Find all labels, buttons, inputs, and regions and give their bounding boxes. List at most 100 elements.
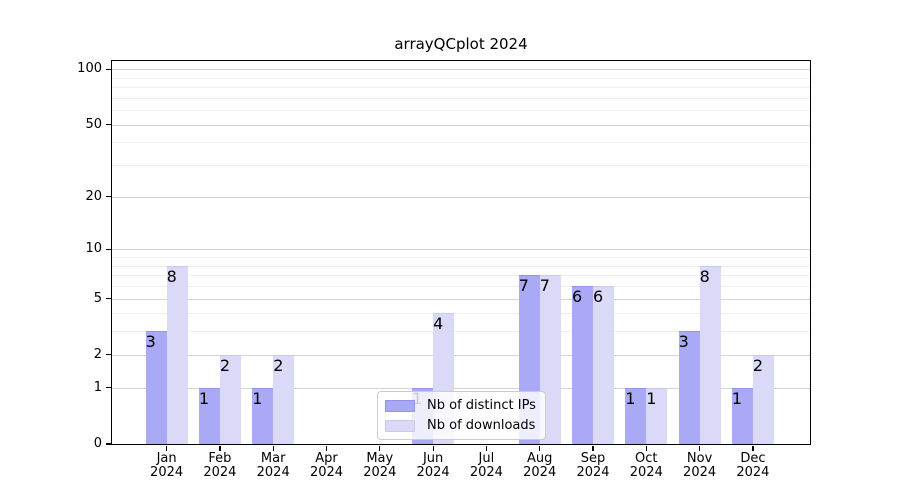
gridline-major	[112, 69, 810, 71]
y-tick-label: 50	[85, 116, 102, 132]
x-tick-year: 2024	[469, 464, 503, 480]
y-tick-label: 2	[93, 346, 102, 362]
x-tick-month: Jun	[422, 451, 444, 466]
legend-item: Nb of distinct IPs	[385, 398, 537, 413]
gridline-minor	[112, 97, 810, 99]
gridline-minor	[112, 165, 810, 167]
y-tick-mark	[106, 248, 111, 250]
x-tick-label: Nov 2024	[673, 452, 727, 479]
bar-distinct-ips: 3	[145, 331, 167, 444]
gridline-major	[112, 196, 810, 198]
legend-label: Nb of downloads	[427, 418, 536, 433]
x-tick-mark	[379, 445, 381, 451]
gridline-minor	[112, 257, 810, 258]
gridline-minor	[112, 313, 810, 315]
x-tick-mark	[752, 445, 754, 451]
x-tick-mark	[592, 445, 594, 451]
bar-downloads: 8	[699, 265, 721, 444]
x-tick-month: Oct	[635, 451, 658, 466]
grid-layer	[112, 61, 810, 444]
x-tick-mark	[645, 445, 647, 451]
bar-distinct-ips: 1	[625, 387, 647, 444]
bar-downloads: 8	[166, 265, 188, 444]
y-tick-label: 100	[77, 61, 102, 77]
y-tick-mark	[106, 196, 111, 198]
x-tick-month: Aug	[526, 451, 553, 466]
x-tick-year: 2024	[523, 464, 557, 480]
x-tick-month: Jan	[156, 451, 177, 466]
x-tick-mark	[539, 445, 541, 451]
x-tick-label: Aug 2024	[513, 452, 567, 479]
x-tick-mark	[272, 445, 274, 451]
x-tick-month: Jul	[478, 451, 495, 466]
x-tick-mark	[166, 445, 168, 451]
x-tick-year: 2024	[683, 464, 717, 480]
x-tick-year: 2024	[203, 464, 237, 480]
y-tick-label: 10	[85, 241, 102, 257]
bar-distinct-ips: 1	[252, 387, 274, 444]
gridline-minor	[112, 265, 810, 267]
gridline-major	[112, 298, 810, 300]
plot-area: 311176131822476182	[111, 60, 811, 445]
gridline-minor	[112, 331, 810, 333]
x-tick-month: Apr	[315, 451, 338, 466]
x-tick-label: Sep 2024	[566, 452, 620, 479]
y-tick-label: 0	[93, 436, 102, 451]
x-tick-label: Feb 2024	[193, 452, 247, 479]
legend-swatch-downloads	[385, 419, 415, 432]
gridline-minor	[112, 110, 810, 112]
bars-layer: 311176131822476182	[112, 61, 810, 444]
x-tick-year: 2024	[256, 464, 290, 480]
gridline-major	[112, 249, 810, 251]
x-tick-mark	[325, 445, 328, 451]
y-tick-mark	[106, 68, 111, 70]
x-tick-year: 2024	[309, 464, 344, 480]
bar-downloads: 2	[219, 354, 241, 444]
x-tick-label: May 2024	[353, 452, 407, 479]
bar-distinct-ips: 3	[678, 331, 700, 444]
legend-item: Nb of downloads	[385, 418, 537, 433]
legend: Nb of distinct IPs Nb of downloads	[377, 391, 546, 440]
x-tick-month: Nov	[686, 451, 713, 466]
x-tick-label: Apr 2024	[300, 452, 354, 479]
x-tick-year: 2024	[576, 464, 610, 480]
bar-downloads: 2	[752, 354, 774, 444]
gridline-minor	[112, 87, 810, 89]
y-tick-mark	[106, 297, 111, 300]
bar-downloads: 2	[273, 354, 295, 444]
y-tick-mark	[106, 443, 111, 445]
x-tick-label: Jul 2024	[459, 452, 513, 479]
x-tick-mark	[432, 445, 434, 451]
y-tick-mark	[106, 387, 111, 389]
legend-label: Nb of distinct IPs	[427, 398, 536, 413]
x-tick-year: 2024	[736, 464, 770, 480]
bar-downloads: 6	[593, 286, 614, 444]
x-tick-mark	[485, 445, 488, 451]
x-tick-label: Oct 2024	[619, 452, 673, 479]
x-tick-label: Jan 2024	[140, 452, 194, 479]
bar-downloads: 1	[646, 387, 668, 444]
x-tick-label: Mar 2024	[246, 452, 300, 479]
y-tick-mark	[106, 354, 111, 356]
gridline-minor	[112, 286, 810, 287]
y-tick-label: 1	[93, 379, 102, 395]
x-tick-label: Dec 2024	[726, 452, 780, 479]
x-tick-month: May	[366, 451, 394, 466]
gridline-major	[112, 387, 810, 389]
x-tick-mark	[219, 445, 221, 451]
bar-distinct-ips: 1	[731, 387, 753, 444]
legend-swatch-distinct-ips	[385, 399, 415, 412]
y-tick-label: 20	[85, 188, 102, 204]
x-tick-year: 2024	[416, 464, 450, 480]
gridline-minor	[112, 275, 810, 277]
x-tick-label: Jun 2024	[406, 452, 460, 479]
x-tick-year: 2024	[150, 464, 184, 480]
y-tick-mark	[106, 124, 111, 126]
bar-distinct-ips: 1	[198, 387, 220, 444]
gridline-major	[112, 124, 810, 126]
x-tick-month: Feb	[208, 451, 232, 466]
x-tick-mark	[699, 445, 701, 451]
x-tick-month: Mar	[260, 451, 286, 466]
y-tick-label: 5	[93, 290, 102, 306]
